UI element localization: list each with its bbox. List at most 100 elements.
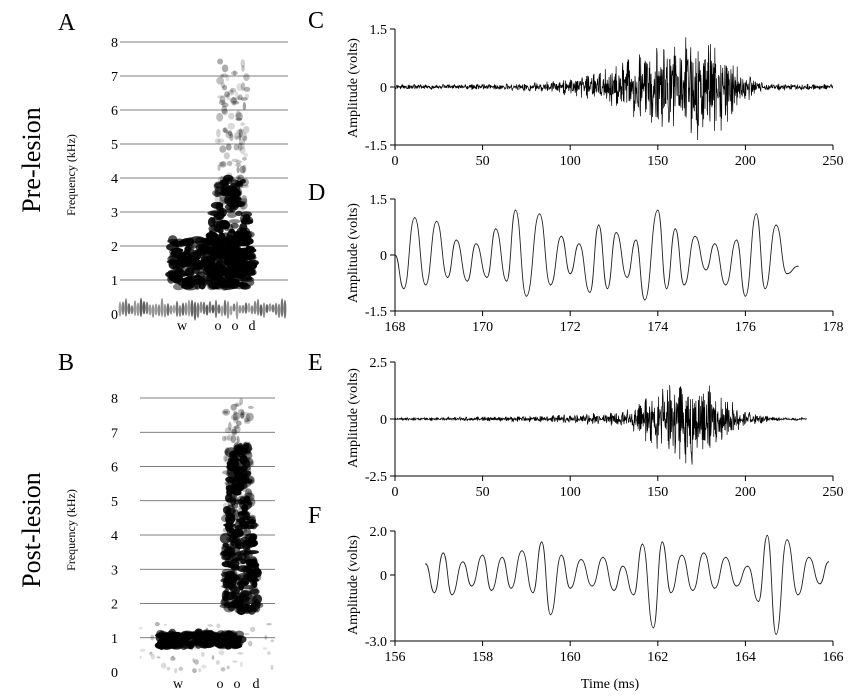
spectrogram-a-energy-blob (178, 305, 182, 317)
waveform-e-x-tick-label: 250 (823, 485, 844, 500)
spectrogram-a-ytick-label: 2 (111, 240, 118, 255)
waveform-d-point (514, 209, 517, 211)
spectrogram-b-energy-blob (193, 637, 202, 643)
spectrogram-a-energy-blob (237, 142, 243, 152)
spectrogram-b-energy-blob (250, 558, 258, 566)
waveform-d-point (694, 235, 696, 237)
spectrogram-a-energy-blob (223, 94, 230, 98)
spectrogram-a-energy-blob (214, 138, 221, 145)
spectrogram-a-energy-blob (217, 164, 221, 171)
spectrogram-a-energy-blob (237, 229, 249, 236)
spectrogram-b-energy-blob (231, 635, 242, 642)
spectrogram-a-energy-blob (170, 249, 183, 258)
spectrogram-b-energy-blob (150, 654, 156, 660)
spectrogram-a-energy-blob (166, 303, 170, 316)
spectrogram-a-energy-blob (180, 254, 187, 262)
spectrogram-a-energy-blob (228, 219, 241, 224)
spectrogram-b-energy-blob (220, 667, 226, 672)
spectrogram-b-energy-blob (247, 594, 255, 604)
spectrogram-a-energy-blob (151, 304, 155, 318)
spectrogram-a-energy-blob (283, 299, 287, 319)
spectrogram-a-energy-blob (216, 76, 225, 85)
waveform-f-point (521, 550, 523, 552)
spectrogram-a-energy-blob (187, 299, 191, 317)
waveform-e-trace (394, 385, 807, 465)
spectrogram-a-energy-blob (238, 132, 242, 141)
spectrogram-b-energy-blob (235, 472, 248, 479)
spectrogram-a-energy-blob (167, 269, 182, 276)
waveform-f-point (747, 565, 749, 567)
waveform-c: 0 50 100 150 200 250 1.5 0 -1.5 Amplitude (volts… (346, 23, 844, 169)
spectrogram-b-energy-blob (245, 539, 258, 548)
spectrogram-a-energy-blob (243, 153, 249, 157)
spectrogram-a-energy-blob (235, 135, 242, 140)
spectrogram-b-energy-blob (234, 486, 239, 491)
waveform-d-line (394, 209, 799, 301)
spectrogram-a-energy-blob (169, 305, 173, 315)
spectrogram-b-energy-blob (194, 638, 198, 641)
spectrogram-a-energy-blob (217, 176, 221, 185)
spectrogram-b-energy-blob (240, 511, 245, 519)
spectrogram-a-energy-blob (235, 301, 239, 320)
spectrogram-b-energy-blob (228, 532, 239, 539)
waveform-d-point (615, 232, 617, 234)
spectrogram-a-energy-blob (203, 255, 214, 261)
spectrogram-a-energy-blob (271, 304, 275, 313)
waveform-d-point (635, 239, 637, 241)
waveform-e-y-tick-label: 0 (380, 413, 387, 428)
spectrogram-a-energy-blob (262, 302, 266, 318)
group-label-pre: Pre-lesion (17, 107, 46, 212)
spectrogram-a-energy-blob (227, 191, 234, 197)
spectrogram-a-energy-blob (127, 303, 131, 315)
waveform-f-ylabel: Amplitude (volts) (346, 535, 361, 635)
spectrogram-a-energy-blob (234, 132, 239, 140)
spectrogram-b-energy-blob (236, 438, 240, 445)
spectrogram-a-energy-blob (241, 128, 244, 134)
waveform-f-point (451, 594, 453, 596)
spectrogram-b-energy-blob (230, 498, 236, 506)
waveform-d-y-tick-label: -1.5 (365, 305, 387, 320)
spectrogram-a-energy-blob (222, 174, 234, 182)
waveform-d-point (775, 224, 777, 226)
spectrogram-b-energy-blob (241, 411, 249, 416)
spectrogram-a-ylabel: Frequency (kHz) (64, 134, 78, 216)
spectrogram-a-energy-blob (227, 206, 233, 214)
spectrogram-a-ytick-label: 5 (111, 138, 118, 153)
spectrogram-b-energy-blob (236, 475, 241, 479)
spectrogram-a-energy-blob (208, 301, 212, 314)
spectrogram-b-energy-blob (243, 518, 251, 524)
waveform-f-trace (425, 534, 830, 636)
spectrogram-b-energy-blob (244, 560, 254, 565)
spectrogram-b-energy-blob (170, 656, 176, 661)
spectrogram-a-energy-blob (225, 143, 232, 151)
spectrogram-a-energy-blob (223, 152, 230, 160)
waveform-e-x-tick-label: 150 (647, 485, 668, 500)
spectrogram-a-energy-blob (242, 276, 255, 282)
spectrogram-b-energy-blob (225, 522, 233, 532)
spectrogram-a-energy-blob (242, 156, 247, 161)
spectrogram-a-energy-blob (133, 300, 137, 317)
waveform-d-point (506, 280, 508, 282)
waveform-f-point (703, 552, 705, 554)
spectrogram-b-energy-blob (224, 435, 231, 441)
spectrogram-b-energy-blob (243, 528, 252, 537)
spectrogram-a-energy-blob (228, 246, 235, 255)
spectrogram-b-energy-blob (225, 577, 237, 589)
waveform-d-point (475, 243, 477, 245)
spectrogram-b-energy-blob (163, 623, 167, 626)
spectrogram-b-energy-blob (240, 457, 245, 465)
waveform-f-point (725, 556, 727, 559)
waveform-d-point (486, 276, 488, 278)
waveform-c-axes: 0 50 100 150 200 250 1.5 0 -1.5 (365, 23, 844, 169)
spectrogram-b-energy-blob (252, 568, 262, 578)
spectrogram-a-energy-blob (231, 158, 239, 162)
spectrogram-b-energy-blob (192, 658, 195, 663)
spectrogram-a-yticks: 0 1 2 3 4 5 6 7 8 (111, 36, 118, 323)
spectrogram-b-energy-blob (267, 651, 271, 655)
spectrogram-b-energy-blob (246, 491, 252, 495)
spectrogram-a-energy-blob (240, 59, 246, 68)
waveform-d-point (394, 254, 396, 256)
waveform-c-x-tick-label: 0 (392, 154, 399, 169)
waveform-c-trace (394, 37, 834, 141)
waveform-d-point (666, 288, 668, 290)
